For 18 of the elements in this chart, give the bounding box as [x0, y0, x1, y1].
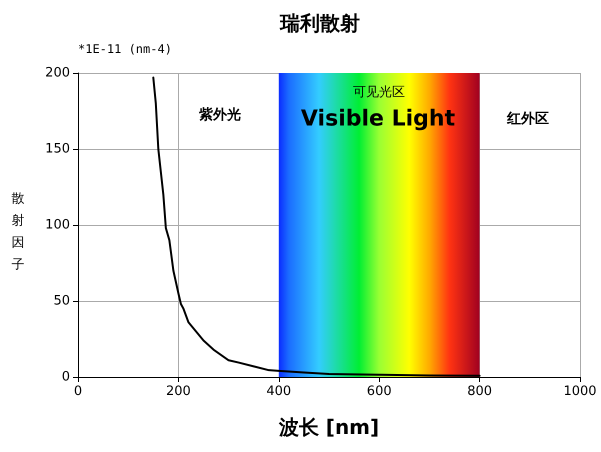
x-axis-title: 波长 [nm]: [278, 415, 380, 439]
annotation: 红外区: [506, 111, 549, 127]
y-tick-label: 50: [53, 294, 70, 308]
chart-title: 瑞利散射: [279, 11, 360, 35]
annotation: 紫外光: [198, 107, 241, 123]
x-tick-label: 1000: [563, 384, 597, 399]
x-tick-label: 800: [467, 384, 492, 399]
band-label: 可见光区: [353, 85, 406, 100]
x-tick-label: 200: [166, 384, 191, 399]
y-axis-title: 散射因子: [12, 192, 24, 272]
y-tick-label: 100: [45, 218, 70, 232]
x-tick-label: 600: [366, 384, 392, 399]
text: *1E-11 (nm-4): [78, 42, 172, 56]
y-tick-label: 150: [45, 142, 70, 156]
y-tick-label: 0: [62, 370, 70, 384]
x-tick-label: 0: [74, 384, 82, 399]
y-tick-label: 200: [45, 66, 70, 80]
x-tick-label: 400: [266, 384, 292, 399]
